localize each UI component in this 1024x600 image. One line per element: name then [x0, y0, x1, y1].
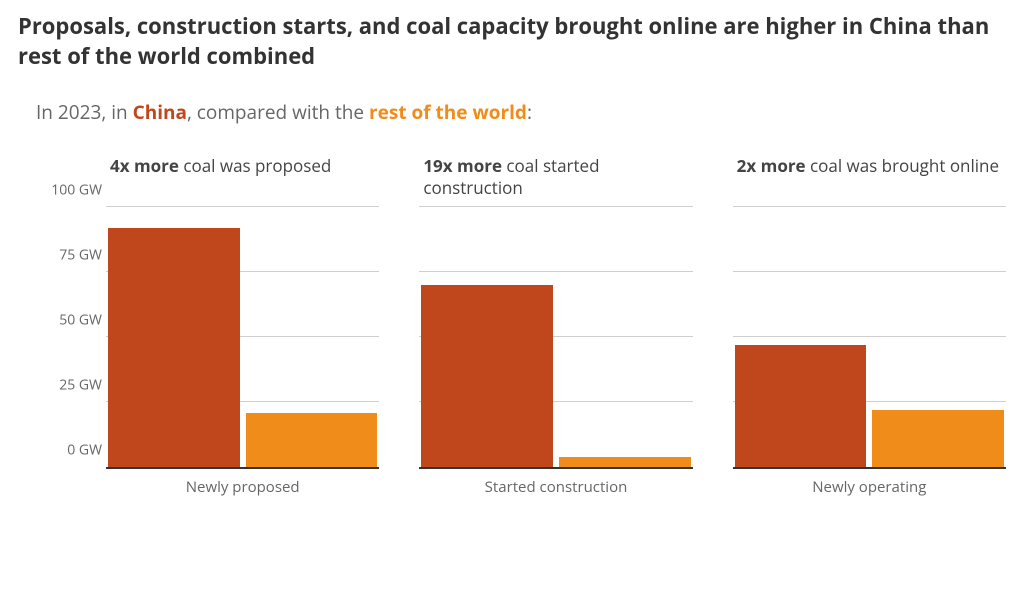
subhead-mid: , compared with the [187, 99, 369, 125]
bar-rest [246, 413, 378, 468]
bars-group [419, 285, 692, 467]
gridline [419, 206, 692, 207]
bars-group [733, 345, 1006, 467]
subhead-rest-of-world: rest of the world [369, 99, 527, 125]
panel-header-rest: coal was brought online [806, 154, 999, 177]
panel-header: 19x more coal started construction [419, 155, 692, 209]
panel-plot [106, 209, 379, 469]
chart-panels: 4x more coal was proposed Newly proposed 1… [106, 155, 1006, 497]
chart-headline: Proposals, construction starts, and coal… [18, 12, 1006, 71]
chart-subheadline: In 2023, in China, compared with the res… [36, 99, 1006, 125]
gridline [733, 271, 1006, 272]
chart-panel-operating: 2x more coal was brought online Newly ope… [733, 155, 1006, 497]
panel-plot [733, 209, 1006, 469]
subhead-china: China [133, 99, 187, 125]
bar-rest [559, 457, 691, 467]
panel-header-lead: 4x more [110, 154, 179, 177]
y-axis-ticks: 0 GW25 GW50 GW75 GW100 GW [36, 209, 106, 469]
chart-panel-proposed: 4x more coal was proposed Newly proposed [106, 155, 379, 497]
x-axis-label: Started construction [419, 469, 692, 497]
subhead-prefix: In 2023, in [36, 99, 133, 125]
x-axis-label: Newly proposed [106, 469, 379, 497]
bar-china [735, 345, 867, 467]
y-tick-label: 25 GW [59, 376, 102, 395]
y-tick-label: 50 GW [59, 311, 102, 330]
subhead-suffix: : [527, 99, 532, 125]
panel-header: 4x more coal was proposed [106, 155, 379, 209]
gridline [733, 336, 1006, 337]
bar-rest [872, 410, 1004, 467]
bar-china [421, 285, 553, 467]
gridline [419, 271, 692, 272]
y-tick-label: 75 GW [59, 246, 102, 265]
y-axis: 0 GW 25 GW 50 GW 75 GW 100 GW [36, 155, 106, 469]
chart-panel-construction: 19x more coal started construction Starte… [419, 155, 692, 497]
panel-header-rest: coal was proposed [179, 154, 331, 177]
bars-group [106, 228, 379, 467]
bar-china [108, 228, 240, 467]
chart-area: 0 GW 25 GW 50 GW 75 GW 100 GW 4x more coal w… [36, 155, 1006, 497]
x-axis-label: Newly operating [733, 469, 1006, 497]
gridline [733, 206, 1006, 207]
panel-header: 2x more coal was brought online [733, 155, 1006, 209]
gridline [106, 206, 379, 207]
y-tick-label: 100 GW [51, 181, 102, 200]
panel-plot [419, 209, 692, 469]
y-tick-label: 0 GW [67, 441, 102, 460]
panel-header-lead: 19x more [423, 154, 502, 177]
panel-header-lead: 2x more [737, 154, 806, 177]
